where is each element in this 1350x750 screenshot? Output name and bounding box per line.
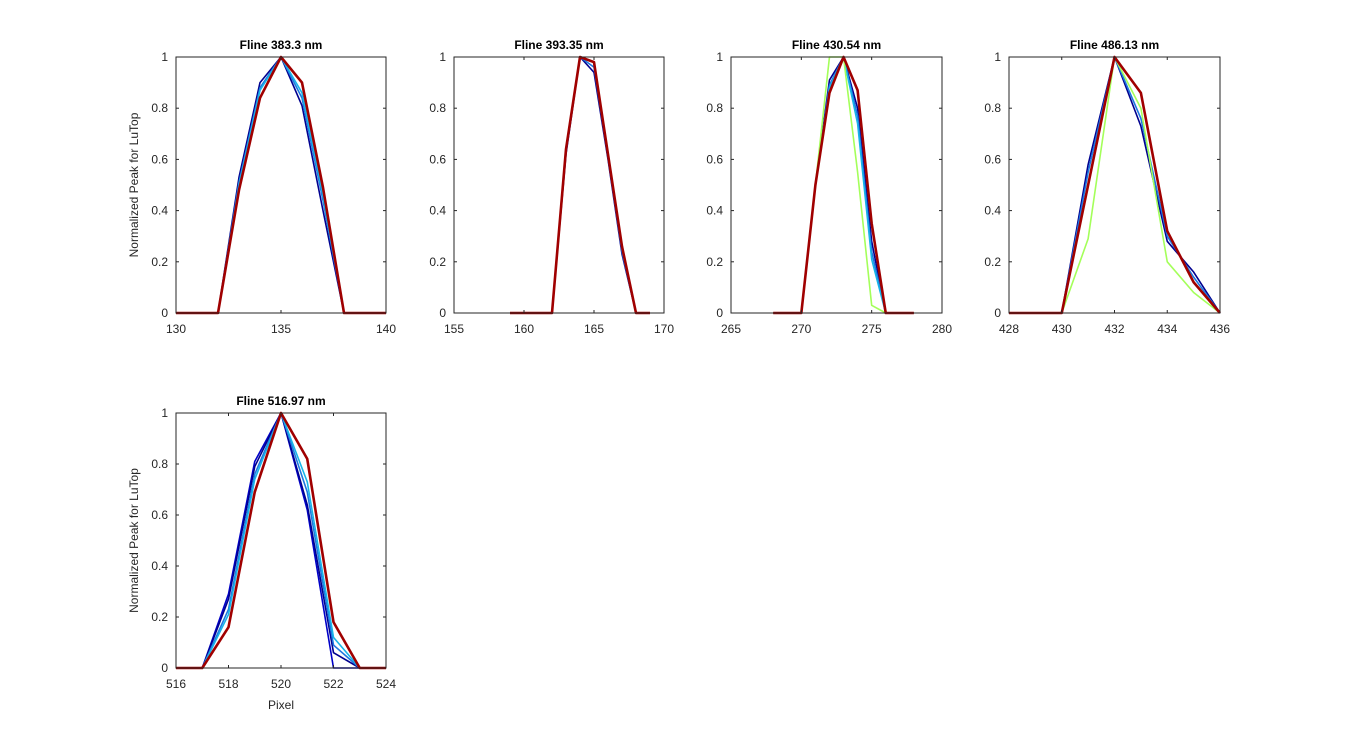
panel-title: Fline 393.35 nm	[514, 38, 603, 52]
y-tick-label: 0.6	[151, 152, 168, 166]
y-tick-label: 0	[161, 306, 168, 320]
panel-1: 130 135 140 0 0.2 0.4 0.6 0.8 1 Fline 383.3 nm Nor…	[127, 38, 396, 336]
panel-5: 516 518 520 522 524 0 0.2 0.4 0.6 0.8 1 Fline 516.9…	[127, 394, 396, 712]
y-tick-label: 0.4	[429, 204, 446, 218]
x-tick-label: 165	[584, 322, 604, 336]
x-tick-label: 270	[791, 322, 811, 336]
y-tick-label: 0.6	[151, 508, 168, 522]
y-tick-label: 0.6	[984, 152, 1001, 166]
x-tick-label: 518	[218, 677, 238, 691]
y-tick-label: 0.8	[151, 457, 168, 471]
plot-area	[176, 413, 386, 668]
y-tick-label: 0.4	[706, 204, 723, 218]
y-tick-label: 0.2	[706, 255, 723, 269]
panel-title: Fline 430.54 nm	[792, 38, 881, 52]
y-tick-label: 1	[716, 50, 723, 64]
y-tick-label: 0.8	[151, 101, 168, 115]
x-tick-label: 275	[862, 322, 882, 336]
y-tick-label: 0.8	[429, 101, 446, 115]
y-tick-label: 1	[994, 50, 1001, 64]
x-tick-label: 265	[721, 322, 741, 336]
x-tick-label: 280	[932, 322, 952, 336]
y-tick-label: 0.6	[429, 152, 446, 166]
panel-title: Fline 516.97 nm	[236, 394, 325, 408]
x-tick-label: 130	[166, 322, 186, 336]
axes-box	[453, 56, 665, 314]
x-tick-label: 155	[444, 322, 464, 336]
x-tick-label: 430	[1052, 322, 1072, 336]
x-axis-label: Pixel	[268, 698, 294, 712]
x-tick-label: 170	[654, 322, 674, 336]
y-tick-label: 0	[161, 661, 168, 675]
y-axis-label: Normalized Peak for LuTop	[127, 112, 141, 257]
x-tick-label: 140	[376, 322, 396, 336]
x-tick-label: 432	[1104, 322, 1124, 336]
y-tick-label: 0.4	[984, 204, 1001, 218]
plot-area	[454, 57, 664, 313]
x-tick-label: 524	[376, 677, 396, 691]
y-tick-label: 0	[716, 306, 723, 320]
y-tick-label: 0.2	[151, 255, 168, 269]
x-tick-label: 434	[1157, 322, 1177, 336]
y-tick-label: 0.2	[984, 255, 1001, 269]
panel-4: 428 430 432 434 436 0 0.2 0.4 0.6 0.8 1 Fline 486.1…	[984, 38, 1230, 336]
y-tick-label: 0.6	[706, 152, 723, 166]
x-tick-label: 436	[1210, 322, 1230, 336]
plot-area	[731, 57, 942, 313]
y-tick-label: 0.8	[706, 101, 723, 115]
y-axis-label: Normalized Peak for LuTop	[127, 468, 141, 613]
plot-area	[176, 57, 386, 313]
panel-title: Fline 486.13 nm	[1070, 38, 1159, 52]
y-tick-label: 1	[439, 50, 446, 64]
y-tick-label: 0.4	[151, 559, 168, 573]
y-tick-label: 0.2	[429, 255, 446, 269]
x-tick-label: 520	[271, 677, 291, 691]
plot-area	[1009, 57, 1220, 313]
x-tick-label: 160	[514, 322, 534, 336]
y-tick-label: 0	[994, 306, 1001, 320]
panel-2: 155 160 165 170 0 0.2 0.4 0.6 0.8 1 Fline 393.35 n…	[429, 38, 674, 336]
y-tick-label: 0.8	[984, 101, 1001, 115]
y-tick-label: 0.2	[151, 610, 168, 624]
axes-box	[730, 56, 943, 314]
x-tick-label: 135	[271, 322, 291, 336]
x-tick-label: 522	[323, 677, 343, 691]
x-tick-label: 428	[999, 322, 1019, 336]
panel-title: Fline 383.3 nm	[240, 38, 323, 52]
y-tick-label: 1	[161, 406, 168, 420]
x-tick-label: 516	[166, 677, 186, 691]
panel-3: 265 270 275 280 0 0.2 0.4 0.6 0.8 1 Fline 430.54 n…	[706, 38, 952, 336]
y-tick-label: 0.4	[151, 204, 168, 218]
y-tick-label: 1	[161, 50, 168, 64]
y-tick-label: 0	[439, 306, 446, 320]
